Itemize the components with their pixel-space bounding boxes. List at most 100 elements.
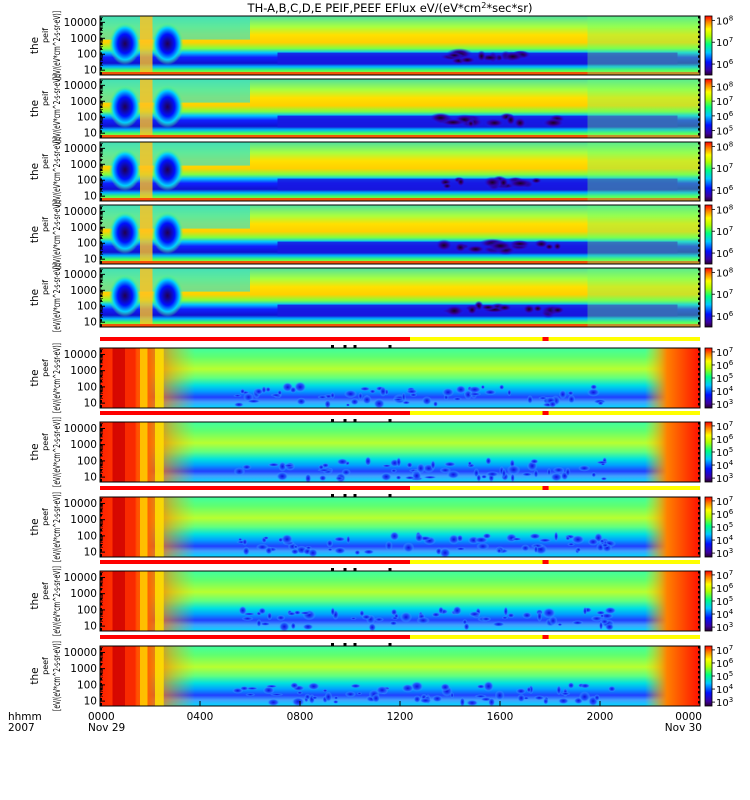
mode-bar-segment <box>548 411 700 415</box>
edge-mark <box>100 314 102 317</box>
speckle <box>238 537 243 542</box>
colorbar-label: 105 <box>716 595 733 608</box>
mode-bar-segment <box>542 411 549 415</box>
right-hot-region <box>645 348 700 408</box>
colorbar-base: 10 <box>716 82 729 93</box>
speckle <box>242 538 248 546</box>
colorbar-exponent: 8 <box>729 266 733 274</box>
y-tick-label: 100 <box>77 175 97 187</box>
edge-mark <box>100 618 102 621</box>
speckle <box>238 605 247 616</box>
colorbar-label: 107 <box>716 36 733 49</box>
edge-mark <box>100 573 102 576</box>
speckle <box>552 466 565 474</box>
colorbar-exponent: 6 <box>729 247 734 255</box>
speckle <box>548 616 558 626</box>
speckle <box>492 621 505 627</box>
colorbar-label: 107 <box>716 569 733 582</box>
edge-mark <box>100 698 102 701</box>
y-label-main: the <box>29 163 41 180</box>
mode-bar-segment <box>410 411 543 415</box>
speckle <box>438 606 444 615</box>
dark-patch <box>465 245 486 254</box>
edge-mark <box>698 447 700 450</box>
burst-marker <box>331 345 334 348</box>
dark-patch <box>505 113 516 126</box>
edge-mark <box>100 405 102 408</box>
colorbar-exponent: 3 <box>729 398 733 406</box>
speckle <box>480 384 485 390</box>
edge-mark <box>100 324 102 327</box>
edge-mark <box>698 686 700 689</box>
speckle <box>499 384 505 391</box>
colorbar-base: 10 <box>716 435 729 446</box>
speckle <box>482 533 492 540</box>
edge-mark <box>100 653 102 656</box>
speckle <box>242 392 255 402</box>
speckle <box>242 546 250 556</box>
speckle <box>371 693 381 703</box>
y-tick-label: 10000 <box>64 17 97 29</box>
y-label-main: the <box>29 226 41 243</box>
mode-bar-segment <box>100 486 410 490</box>
ion-blob <box>151 22 184 65</box>
edge-mark <box>698 606 700 609</box>
edge-mark <box>100 85 102 89</box>
colorbar-exponent: 5 <box>729 372 733 380</box>
y-tick-label: 10 <box>84 621 97 633</box>
edge-mark <box>698 502 700 505</box>
colorbar-exponent: 3 <box>729 696 733 704</box>
speckle <box>363 549 375 555</box>
edge-mark <box>698 601 700 604</box>
mode-bar-segment <box>410 635 543 639</box>
colorbar-exponent: 5 <box>729 670 733 678</box>
speckle <box>501 468 507 479</box>
speckle <box>455 546 466 551</box>
colorbar-base: 10 <box>716 571 729 582</box>
colorbar-label: 107 <box>716 420 733 433</box>
edge-mark <box>100 534 102 537</box>
speckle <box>401 683 414 693</box>
vertical-stripe <box>140 497 148 557</box>
speckle <box>245 686 259 691</box>
edge-mark <box>698 586 700 589</box>
edge-mark <box>698 576 700 579</box>
edge-mark <box>100 299 102 302</box>
speckle <box>533 469 539 478</box>
figure-title: TH-A,B,C,D,E PEIF,PEEF EFlux eV/(eV*cm2*… <box>247 1 533 15</box>
y-tick-label: 100 <box>77 49 97 61</box>
speckle <box>507 389 512 397</box>
colorbar-exponent: 7 <box>729 495 733 503</box>
edge-mark <box>100 588 102 591</box>
edge-mark <box>698 25 700 29</box>
speckle <box>468 392 482 397</box>
y-label-main: the <box>29 443 41 460</box>
speckle <box>350 616 357 621</box>
edge-mark <box>100 673 102 676</box>
colorbar-label: 103 <box>716 696 733 709</box>
speckle <box>390 468 398 473</box>
colorbar-base: 10 <box>716 387 729 398</box>
x-row-label-year: 2007 <box>8 722 35 734</box>
speckle <box>380 472 392 482</box>
speckle <box>580 683 591 689</box>
edge-mark <box>100 216 102 220</box>
colorbar-base: 10 <box>716 112 729 123</box>
edge-mark <box>698 696 700 699</box>
colorbar <box>704 347 713 409</box>
colorbar-exponent: 7 <box>729 95 733 103</box>
speckle <box>317 395 328 400</box>
colorbar-base: 10 <box>716 361 729 372</box>
edge-mark <box>698 312 700 315</box>
x-date-label: Nov 30 <box>665 722 702 734</box>
colorbar-base: 10 <box>716 16 729 27</box>
edge-mark <box>100 226 102 230</box>
colorbar-exponent: 6 <box>729 58 734 66</box>
vertical-stripe <box>155 422 164 482</box>
speckle <box>536 611 543 623</box>
speckle <box>430 460 436 471</box>
y-tick-label: 10 <box>84 398 97 410</box>
